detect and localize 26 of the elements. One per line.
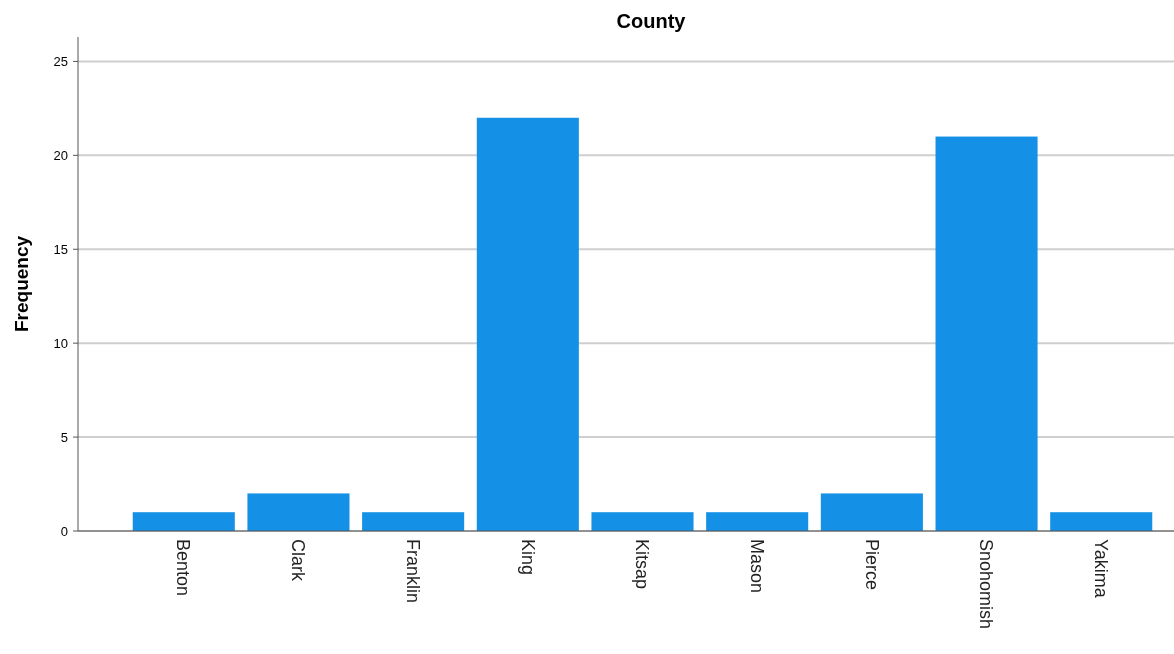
x-tick-label: Benton <box>173 539 194 597</box>
x-tick-label: Franklin <box>402 539 423 604</box>
y-tick-label: 5 <box>60 429 68 445</box>
y-tick-label: 15 <box>53 241 68 257</box>
y-axis-title: Frequency <box>11 235 32 333</box>
bar <box>706 512 809 531</box>
x-tick-label: King <box>517 539 538 576</box>
x-tick-label: Yakima <box>1090 539 1111 599</box>
bar <box>476 117 579 531</box>
x-tick-label: Snohomish <box>976 539 997 630</box>
x-tick-label: Kitsap <box>632 539 653 590</box>
bar <box>935 136 1038 531</box>
bar <box>362 512 465 531</box>
y-tick-label: 0 <box>60 523 68 539</box>
y-tick-label: 20 <box>53 147 68 163</box>
x-tick-label: Clark <box>288 539 309 582</box>
chart-title: County <box>616 10 687 32</box>
x-tick-label: Mason <box>746 539 767 594</box>
bar <box>1050 512 1153 531</box>
x-tick-label: Pierce <box>861 539 882 591</box>
y-tick-label: 10 <box>53 335 68 351</box>
bar <box>247 493 350 531</box>
y-tick-label: 25 <box>53 53 68 69</box>
bar <box>132 512 235 531</box>
bar <box>591 512 694 531</box>
bar <box>820 493 923 531</box>
